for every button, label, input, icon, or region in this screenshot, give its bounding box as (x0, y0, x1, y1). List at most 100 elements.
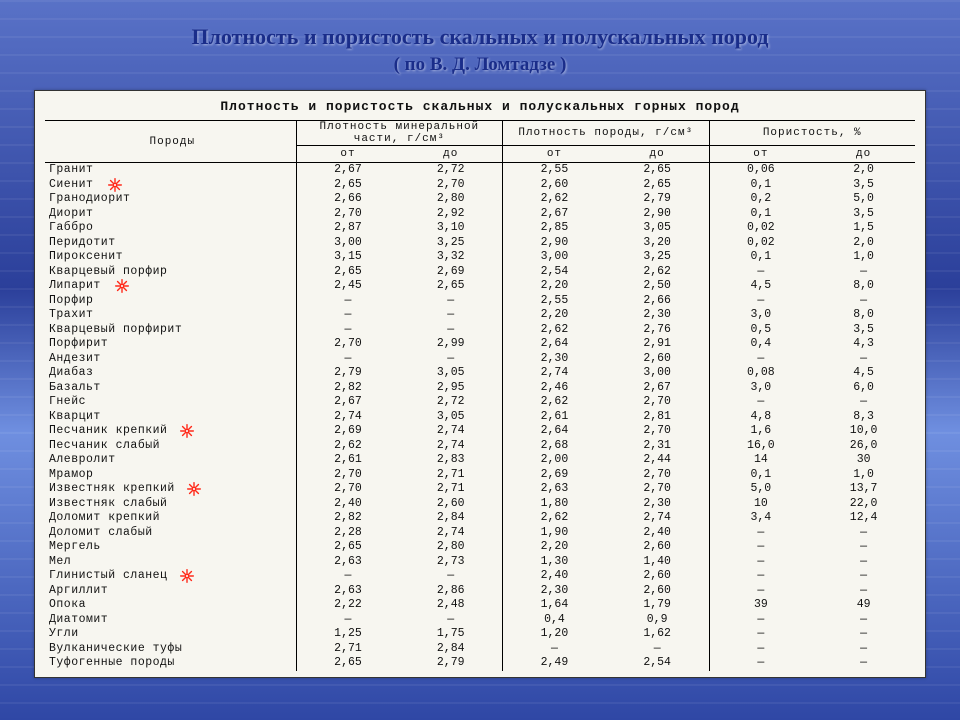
cell: 2,45 (296, 279, 399, 294)
cell: 2,74 (399, 526, 502, 541)
cell: 2,65 (296, 178, 399, 193)
cell: 0,1 (709, 178, 812, 193)
cell: — (709, 526, 812, 541)
table-row: Известняк крепкий2,702,712,632,705,013,7 (45, 482, 915, 497)
cell: 2,54 (606, 656, 709, 671)
cell: — (709, 656, 812, 671)
table-row: Доломит крепкий2,822,842,622,743,412,4 (45, 511, 915, 526)
hdr-from: от (709, 146, 812, 163)
cell: 2,60 (606, 540, 709, 555)
cell: — (812, 555, 915, 570)
cell: 3,10 (399, 221, 502, 236)
cell: 2,31 (606, 439, 709, 454)
cell: 0,1 (709, 207, 812, 222)
cell: 10 (709, 497, 812, 512)
cell: 2,91 (606, 337, 709, 352)
cell: 2,90 (606, 207, 709, 222)
cell: 2,62 (503, 323, 606, 338)
cell: — (709, 569, 812, 584)
table-row: Гранодиорит2,662,802,622,790,25,0 (45, 192, 915, 207)
cell: — (296, 352, 399, 367)
cell: 2,74 (503, 366, 606, 381)
cell: 1,25 (296, 627, 399, 642)
cell: 0,08 (709, 366, 812, 381)
cell: 8,0 (812, 308, 915, 323)
cell: 2,70 (606, 424, 709, 439)
cell: 2,66 (606, 294, 709, 309)
cell: 1,20 (503, 627, 606, 642)
cell: 2,83 (399, 453, 502, 468)
cell: 2,30 (606, 497, 709, 512)
cell: 2,95 (399, 381, 502, 396)
cell: 0,1 (709, 468, 812, 483)
cell: 3,00 (503, 250, 606, 265)
cell: 2,70 (296, 468, 399, 483)
rock-name: Андезит (45, 352, 296, 367)
cell: 2,69 (503, 468, 606, 483)
rock-name: Мел (45, 555, 296, 570)
rock-name: Известняк крепкий (45, 482, 296, 497)
cell: 8,3 (812, 410, 915, 425)
cell: 2,50 (606, 279, 709, 294)
cell: 2,71 (296, 642, 399, 657)
cell: 30 (812, 453, 915, 468)
cell: 1,5 (812, 221, 915, 236)
cell: 2,44 (606, 453, 709, 468)
cell: 2,65 (296, 540, 399, 555)
cell: — (606, 642, 709, 657)
cell: 2,66 (296, 192, 399, 207)
cell: 2,69 (296, 424, 399, 439)
cell: 2,74 (606, 511, 709, 526)
rock-name: Песчаник слабый (45, 439, 296, 454)
cell: 2,67 (296, 163, 399, 178)
cell: 0,02 (709, 236, 812, 251)
cell: 2,70 (606, 468, 709, 483)
cell: 2,74 (296, 410, 399, 425)
cell: 2,79 (296, 366, 399, 381)
rock-name: Кварцит (45, 410, 296, 425)
cell: 2,00 (503, 453, 606, 468)
cell: 2,30 (503, 584, 606, 599)
cell: 2,86 (399, 584, 502, 599)
cell: 0,02 (709, 221, 812, 236)
cell: 2,79 (399, 656, 502, 671)
hdr-rock: Породы (45, 121, 296, 163)
rock-name: Липарит (45, 279, 296, 294)
table-row: Пироксенит3,153,323,003,250,11,0 (45, 250, 915, 265)
cell: 2,68 (503, 439, 606, 454)
cell: — (399, 294, 502, 309)
cell: 2,40 (296, 497, 399, 512)
rock-name: Опока (45, 598, 296, 613)
rock-name: Вулканические туфы (45, 642, 296, 657)
cell: — (399, 569, 502, 584)
cell: 2,72 (399, 163, 502, 178)
cell: 2,63 (296, 584, 399, 599)
cell: 3,15 (296, 250, 399, 265)
cell: — (709, 294, 812, 309)
cell: 2,20 (503, 308, 606, 323)
cell: 2,55 (503, 163, 606, 178)
table-row: Вулканические туфы2,712,84———— (45, 642, 915, 657)
cell: 3,05 (399, 410, 502, 425)
cell: 2,67 (503, 207, 606, 222)
cell: 8,0 (812, 279, 915, 294)
cell: 2,67 (296, 395, 399, 410)
cell: 2,55 (503, 294, 606, 309)
cell: 1,0 (812, 468, 915, 483)
hdr-group-density: Плотность породы, г/см³ (503, 121, 709, 146)
cell: — (399, 323, 502, 338)
rock-table: Породы Плотность минеральной части, г/см… (45, 120, 915, 671)
table-row: Глинистый сланец——2,402,60—— (45, 569, 915, 584)
cell: 2,87 (296, 221, 399, 236)
cell: 2,60 (399, 497, 502, 512)
cell: 2,60 (606, 584, 709, 599)
cell: — (296, 294, 399, 309)
rock-name: Перидотит (45, 236, 296, 251)
cell: 2,70 (296, 482, 399, 497)
cell: 3,05 (606, 221, 709, 236)
cell: 2,40 (606, 526, 709, 541)
slide-title: Плотность и пористость скальных и полуск… (0, 0, 960, 50)
cell: 4,8 (709, 410, 812, 425)
cell: — (296, 569, 399, 584)
cell: 1,90 (503, 526, 606, 541)
